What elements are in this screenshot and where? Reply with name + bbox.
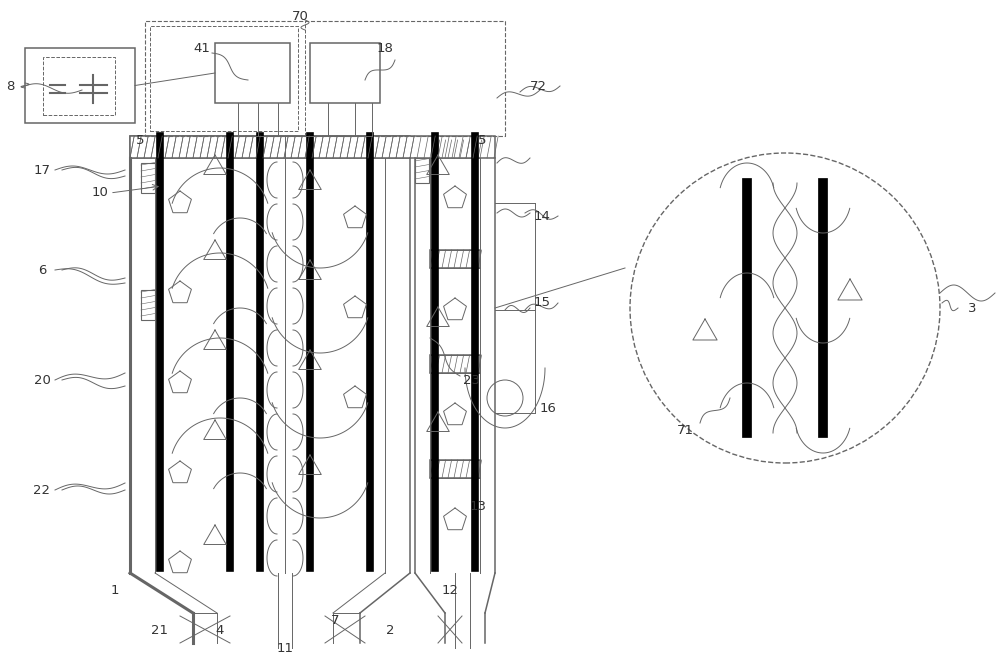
Text: 5: 5 bbox=[136, 134, 144, 147]
Text: 41: 41 bbox=[194, 41, 210, 55]
Bar bbox=[145, 21, 505, 136]
Text: 18: 18 bbox=[377, 41, 393, 55]
Bar bbox=[130, 136, 410, 158]
Bar bbox=[25, 48, 135, 123]
Bar bbox=[130, 136, 495, 158]
Text: 16: 16 bbox=[540, 401, 556, 415]
Text: 7: 7 bbox=[331, 613, 339, 626]
Text: 5: 5 bbox=[478, 134, 486, 147]
Text: 12: 12 bbox=[442, 584, 458, 597]
Bar bbox=[43, 57, 115, 115]
Text: 70: 70 bbox=[292, 9, 308, 22]
Bar bbox=[430, 140, 480, 158]
Bar bbox=[141, 163, 155, 193]
Text: 11: 11 bbox=[276, 642, 294, 655]
Text: 1: 1 bbox=[111, 584, 119, 597]
Text: 10: 10 bbox=[92, 186, 108, 199]
Bar bbox=[215, 43, 290, 103]
Text: 3: 3 bbox=[968, 301, 976, 315]
Text: 6: 6 bbox=[38, 263, 46, 276]
Bar bbox=[310, 43, 380, 103]
Text: 2: 2 bbox=[386, 624, 394, 636]
Text: 14: 14 bbox=[534, 209, 550, 222]
Bar bbox=[415, 158, 429, 183]
Text: 71: 71 bbox=[676, 424, 694, 436]
Text: 4: 4 bbox=[216, 624, 224, 636]
Bar bbox=[141, 290, 155, 320]
Text: 21: 21 bbox=[152, 624, 168, 636]
Text: 15: 15 bbox=[534, 297, 550, 309]
Text: 72: 72 bbox=[530, 80, 546, 93]
Text: 22: 22 bbox=[34, 484, 50, 497]
Circle shape bbox=[487, 380, 523, 416]
Text: 20: 20 bbox=[34, 374, 50, 386]
Bar bbox=[430, 355, 480, 373]
Bar bbox=[430, 460, 480, 478]
Bar bbox=[150, 26, 298, 131]
Text: 13: 13 bbox=[470, 499, 486, 513]
Text: 23: 23 bbox=[464, 374, 480, 386]
Text: 8: 8 bbox=[6, 80, 14, 93]
Circle shape bbox=[630, 153, 940, 463]
Bar bbox=[430, 250, 480, 268]
Text: 17: 17 bbox=[34, 163, 50, 176]
